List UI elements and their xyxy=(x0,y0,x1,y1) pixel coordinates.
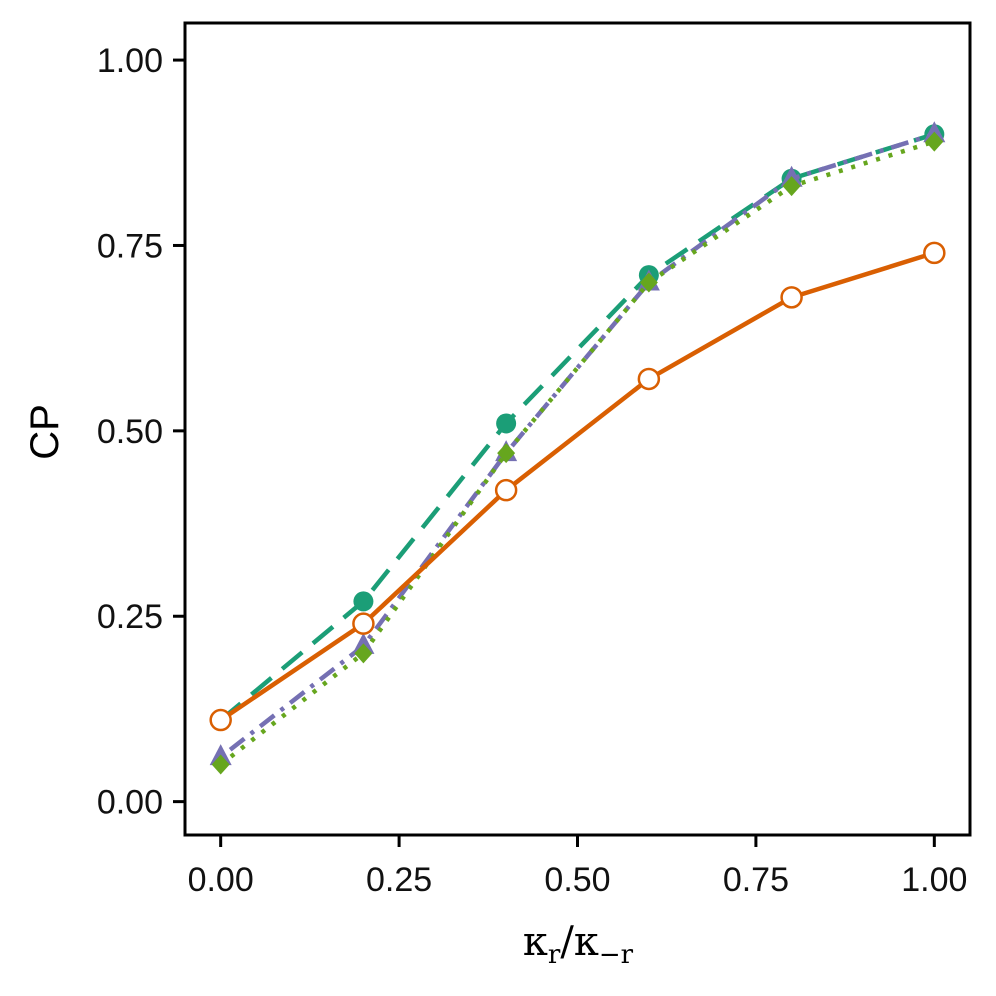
x-tick-label: 0.75 xyxy=(723,861,789,899)
y-axis-title: CP xyxy=(23,404,67,460)
y-tick-label: 0.75 xyxy=(97,227,163,265)
x-axis-title-sub-1: r xyxy=(548,940,561,970)
series-purple-dotdash-line xyxy=(219,132,935,759)
series-orange-solid-point xyxy=(209,708,232,732)
series-teal-dashed-point xyxy=(496,413,517,434)
series-teal-dashed-point xyxy=(353,591,374,612)
y-tick-label: 1.00 xyxy=(97,42,163,80)
series-teal-dashed-line xyxy=(219,132,935,722)
x-tick-label: 0.00 xyxy=(188,861,254,899)
series-green-dotted-point xyxy=(782,176,801,197)
series-orange-solid-point xyxy=(494,478,518,502)
x-axis-title: κr/κ−r xyxy=(523,919,634,970)
series-purple-dotdash xyxy=(209,121,946,766)
y-axis: 0.00 0.25 0.50 0.75 1.00 xyxy=(97,42,185,822)
series-layer xyxy=(209,121,946,775)
series-green-dotted-point xyxy=(497,443,516,464)
x-axis-title-kappa-2: κ xyxy=(574,919,599,965)
x-tick-label: 0.25 xyxy=(366,861,432,899)
plot-frame xyxy=(183,21,972,837)
x-axis: 0.00 0.25 0.50 0.75 1.00 xyxy=(188,835,967,899)
series-orange-solid-point xyxy=(637,367,661,391)
series-orange-solid-line xyxy=(219,250,935,722)
x-tick-label: 1.00 xyxy=(901,861,967,899)
x-axis-title-slash: / xyxy=(560,919,574,965)
series-orange-solid xyxy=(209,241,946,732)
series-orange-solid-point xyxy=(352,612,375,635)
y-tick-label: 0.50 xyxy=(97,413,163,451)
y-tick-label: 0.00 xyxy=(97,784,163,822)
y-tick-label: 0.25 xyxy=(97,598,163,636)
series-green-dotted xyxy=(211,131,944,775)
x-axis-title-sub-2: −r xyxy=(599,940,634,970)
x-tick-label: 0.50 xyxy=(544,861,610,899)
series-green-dotted-line xyxy=(219,139,935,767)
series-green-dotted-point xyxy=(925,131,944,152)
series-orange-solid-point xyxy=(923,241,946,265)
series-green-dotted-point xyxy=(354,643,373,664)
series-green-dotted-point xyxy=(211,754,230,775)
x-axis-title-kappa-1: κ xyxy=(523,919,548,965)
series-green-dotted-point xyxy=(639,272,658,293)
series-teal-dashed xyxy=(210,124,945,731)
series-orange-solid-point xyxy=(780,286,803,309)
